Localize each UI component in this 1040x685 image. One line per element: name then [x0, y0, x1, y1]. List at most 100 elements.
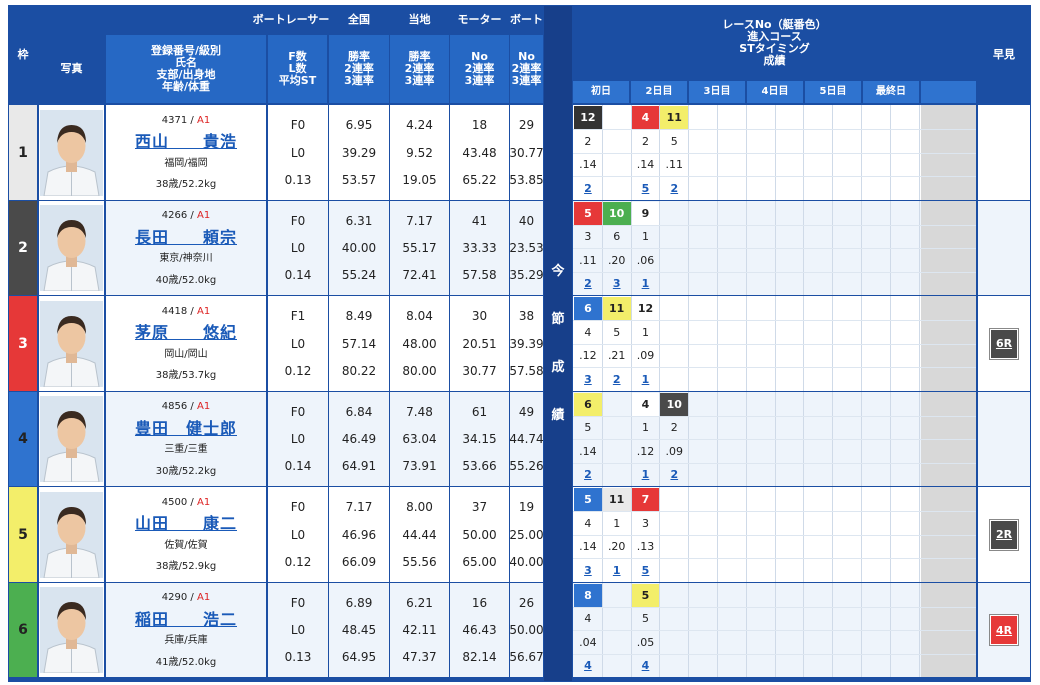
race-number-box: 5 — [574, 202, 602, 225]
racer-name-link[interactable]: 豊田 健士郎 — [134, 418, 237, 438]
result-link[interactable]: 2 — [584, 182, 592, 196]
grid-line — [573, 176, 976, 178]
st-timing: .13 — [636, 540, 655, 554]
grid-line — [573, 630, 976, 631]
boat-stats: 26 50.00 56.67 — [510, 583, 543, 677]
result-link[interactable]: 4 — [641, 659, 650, 673]
racer-name-link[interactable]: 稲田 浩二 — [134, 609, 237, 629]
racer-name-link[interactable]: 長田 頼宗 — [134, 227, 237, 247]
race-number-box: 5 — [631, 584, 660, 607]
header-touchi-sub: 勝率 2連率 3連率 — [390, 35, 449, 103]
grid-line — [573, 534, 976, 536]
hayami-race-link[interactable]: 6R — [989, 327, 1019, 360]
course: 5 — [670, 134, 678, 148]
header-day-2: 2日目 — [631, 81, 687, 103]
touchi-stats: 6.21 42.11 47.37 — [390, 583, 449, 677]
grid-line — [573, 606, 976, 608]
hayami-cell: 2R — [978, 487, 1030, 582]
zenkoku-stats: 7.17 46.96 66.09 — [329, 487, 389, 582]
header-waku: 枠 — [9, 6, 37, 103]
racer-photo — [39, 105, 104, 200]
racer-photo-image — [40, 396, 103, 482]
race-number-box: 7 — [631, 488, 660, 511]
grid-line — [573, 558, 976, 560]
racer-photo — [39, 392, 104, 486]
st-timing: .11 — [665, 158, 684, 172]
header-hayami: 早見 — [978, 6, 1030, 103]
racer-photo-image — [40, 109, 103, 196]
result-link[interactable]: 5 — [641, 564, 650, 578]
grid-line — [573, 439, 976, 440]
result-link[interactable]: 5 — [641, 182, 650, 196]
touchi-stats: 8.04 48.00 80.00 — [390, 296, 449, 391]
header-touchi: 当地 — [390, 6, 449, 33]
result-link[interactable]: 1 — [641, 277, 650, 291]
header-motor-sub: No 2連率 3連率 — [450, 35, 509, 103]
grid-line — [573, 510, 976, 512]
hayami-race-link[interactable]: 4R — [989, 614, 1019, 646]
header-fl-sub: F数 L数 平均ST — [268, 35, 327, 103]
hayami-cell — [978, 392, 1030, 486]
result-link[interactable]: 2 — [670, 468, 679, 482]
hayami-cell: 4R — [978, 583, 1030, 677]
fl-st: F0 L0 0.14 — [268, 201, 328, 295]
result-link[interactable]: 1 — [612, 564, 621, 578]
results-area: 6 4 .12 3 11 5 .21 2 12 1 .09 1 — [573, 296, 976, 391]
results-area: 5 4.14 3 11 1.20 1 7 3.13 5 — [573, 487, 976, 582]
age-weight: 38歳/52.2kg — [155, 179, 217, 191]
touchi-stats: 7.48 63.04 73.91 — [390, 392, 449, 486]
zenkoku-stats: 6.84 46.49 64.91 — [329, 392, 389, 486]
lane-cell: 5 — [9, 487, 37, 582]
racer-photo-image — [40, 587, 103, 673]
age-weight: 30歳/52.2kg — [155, 465, 217, 477]
reg-class: 4371 / A1 — [161, 114, 211, 126]
header-boat-sub: No 2連率 3連率 — [510, 35, 543, 103]
racer-info: 4500 / A1 山田 康二 佐賀/佐賀 38歳/52.9kg — [106, 487, 266, 582]
header-day-5: 5日目 — [805, 81, 861, 103]
header-race-info: レースNo（艇番色） 進入コース STタイミング 成績 — [573, 6, 976, 80]
age-weight: 40歳/52.0kg — [155, 274, 217, 286]
racer-photo — [39, 296, 104, 391]
racer-name-link[interactable]: 茅原 悠紀 — [134, 323, 237, 343]
header-photo: 写真 — [39, 35, 104, 103]
result-link[interactable]: 1 — [641, 373, 650, 387]
result-link[interactable]: 4 — [584, 659, 592, 673]
st-timing: .20 — [607, 253, 626, 267]
race-table: 枠写真 ボートレーサー 登録番号/級別 氏名 支部/出身地 年齢/体重 F数 L数 平均ST 全国… — [8, 5, 1031, 682]
header-day-4: 4日目 — [747, 81, 803, 103]
hayami-cell — [978, 105, 1030, 200]
course: 4 — [584, 612, 592, 626]
result-link[interactable]: 3 — [584, 564, 592, 578]
touchi-stats: 8.00 44.44 55.56 — [390, 487, 449, 582]
racer-photo-image — [40, 491, 103, 578]
age-weight: 38歳/53.7kg — [155, 370, 217, 382]
header-motor: モーター — [450, 6, 509, 33]
racer-name-link[interactable]: 山田 康二 — [134, 514, 237, 534]
grid-line — [573, 224, 976, 226]
racer-info: 4290 / A1 稲田 浩二 兵庫/兵庫 41歳/52.0kg — [106, 583, 266, 677]
racer-info: 4418 / A1 茅原 悠紀 岡山/岡山 38歳/53.7kg — [106, 296, 266, 391]
racer-name-link[interactable]: 西山 貴浩 — [134, 132, 237, 152]
st-timing: .14 — [579, 444, 597, 458]
result-link[interactable]: 3 — [584, 373, 592, 387]
result-link[interactable]: 2 — [584, 277, 592, 291]
result-link[interactable]: 2 — [612, 373, 621, 387]
boat-stats: 40 23.53 35.29 — [510, 201, 543, 295]
result-link[interactable]: 1 — [641, 468, 650, 482]
header-zenkoku-sub: 勝率 2連率 3連率 — [329, 35, 389, 103]
hayami-race-link[interactable]: 2R — [989, 518, 1019, 551]
header-day-1: 初日 — [573, 81, 629, 103]
result-link[interactable]: 2 — [584, 468, 592, 482]
hayami-cell: 6R — [978, 296, 1030, 391]
st-timing: .14 — [579, 158, 597, 172]
race-number-box: 10 — [660, 393, 689, 416]
grid-line — [573, 462, 976, 464]
race-number-box: 5 — [574, 488, 602, 511]
course: 1 — [641, 230, 649, 244]
result-link[interactable]: 3 — [612, 277, 621, 291]
grid-line — [573, 653, 976, 655]
branch: 東京/神奈川 — [159, 253, 213, 265]
lane-cell: 1 — [9, 105, 37, 200]
race-number-box: 6 — [574, 297, 602, 320]
result-link[interactable]: 2 — [670, 182, 679, 196]
